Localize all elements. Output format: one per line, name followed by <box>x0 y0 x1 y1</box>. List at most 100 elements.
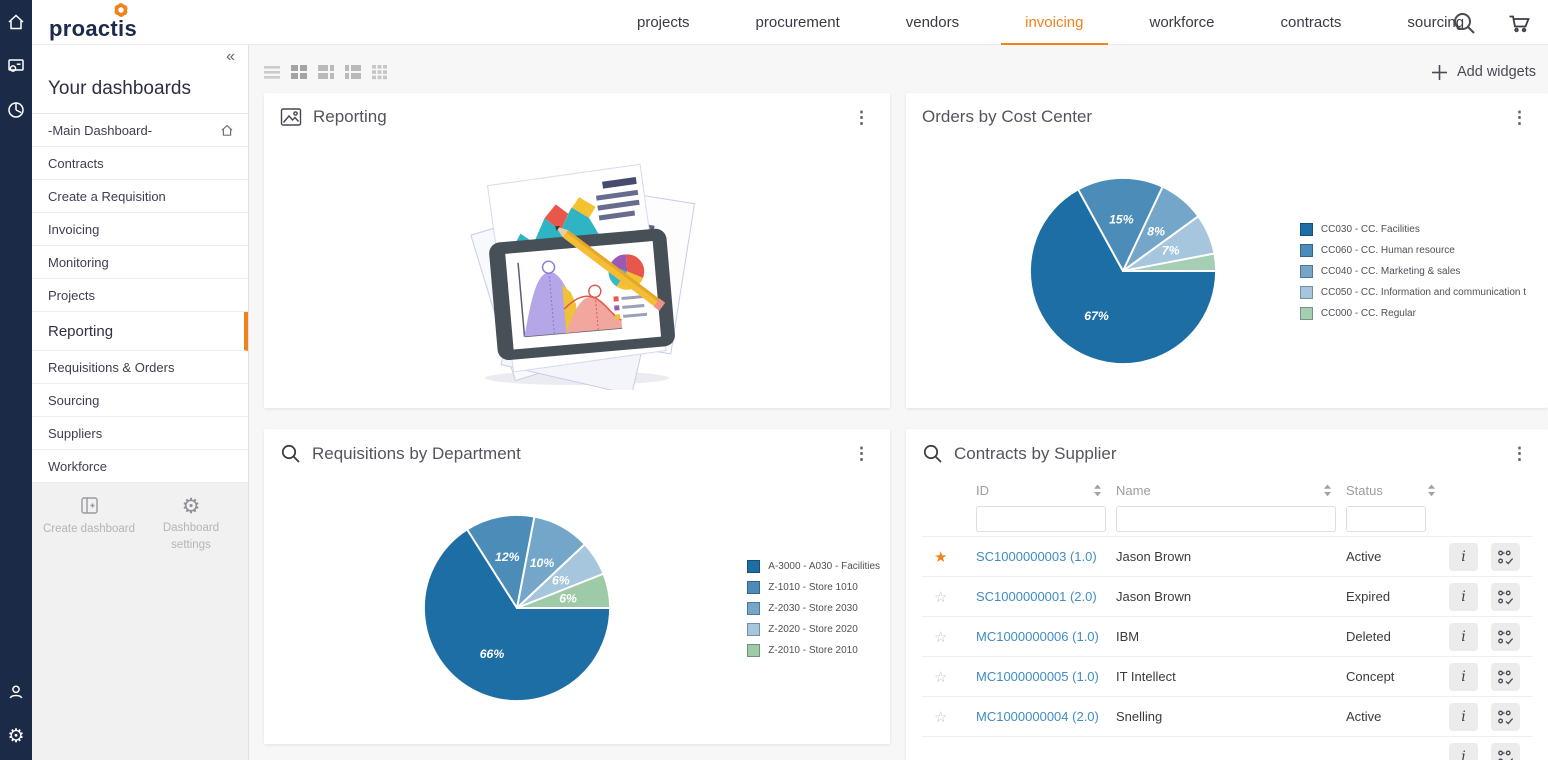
info-button[interactable]: i <box>1449 742 1478 760</box>
widget-orders-by-cost-center: Orders by Cost Center ⋮ 67% 15% 8% 7% CC030… <box>906 93 1548 408</box>
big-left-view-icon[interactable] <box>318 64 335 80</box>
kebab-menu-icon[interactable]: ⋮ <box>1511 107 1528 127</box>
pie-slice-z-2010-store-2010[interactable] <box>516 572 612 609</box>
sidebar-item-label: Invoicing <box>48 221 100 237</box>
column-header-name[interactable]: Name <box>1116 483 1346 498</box>
star-icon-outline[interactable]: ☆ <box>934 668 948 686</box>
match-button[interactable] <box>1491 582 1520 611</box>
kebab-menu-icon[interactable]: ⋮ <box>1511 444 1528 463</box>
info-button[interactable]: i <box>1449 542 1478 571</box>
reports-icon[interactable] <box>6 100 26 120</box>
pie-slice-cc000-cc-regular[interactable] <box>1122 252 1218 272</box>
contract-id-link[interactable]: MC1000000006 (1.0) <box>976 629 1099 644</box>
pie-slice-z-1010-store-1010[interactable] <box>466 513 536 609</box>
table-row-mc1000000005-1-0: ☆ MC1000000005 (1.0) IT Intellect Concept i <box>922 656 1532 696</box>
nav-item-sourcing[interactable]: sourcing <box>1407 14 1465 31</box>
match-button[interactable] <box>1491 662 1520 691</box>
info-button[interactable]: i <box>1449 622 1478 651</box>
add-widgets-button[interactable]: Add widgets <box>1431 64 1536 81</box>
dashboard-settings-label: Dashboard settings <box>162 522 220 551</box>
main-toolbar: Add widgets <box>264 58 1548 86</box>
star-icon-outline[interactable]: ☆ <box>934 628 948 646</box>
contract-id-link[interactable]: MC1000000005 (1.0) <box>976 669 1099 684</box>
column-header-id[interactable]: ID <box>976 483 1116 498</box>
contract-id-link[interactable]: MC1000000004 (2.0) <box>976 709 1099 724</box>
big-right-view-icon[interactable] <box>345 64 362 80</box>
dashboard-settings-button[interactable]: ⚙ Dashboard settings <box>142 496 240 553</box>
create-dashboard-button[interactable]: Create dashboard <box>40 496 138 537</box>
pie-slice-a-3000-a030-facilities[interactable] <box>422 528 612 703</box>
legend-swatch <box>747 580 761 594</box>
cart-icon[interactable] <box>1507 11 1532 35</box>
sort-icon <box>1428 484 1435 496</box>
sidebar-item-label: Create a Requisition <box>48 188 166 204</box>
row-actions: i <box>1442 742 1532 760</box>
pie-slice-cc030-cc-facilities[interactable] <box>1028 188 1218 366</box>
legend-item-z-2020-store-2020: Z-2020 - Store 2020 <box>747 622 880 636</box>
sidebar-item-label: Contracts <box>48 155 104 171</box>
nav-item-workforce[interactable]: workforce <box>1149 14 1215 31</box>
user-icon[interactable] <box>6 682 26 702</box>
nav-item-vendors[interactable]: vendors <box>905 14 960 31</box>
nav-item-contracts[interactable]: contracts <box>1280 14 1342 31</box>
id-filter-input[interactable] <box>976 506 1106 532</box>
status-filter-input[interactable] <box>1346 506 1426 532</box>
sidebar-item-sourcing[interactable]: Sourcing <box>32 384 248 417</box>
sidebar-item-invoicing[interactable]: Invoicing <box>32 213 248 246</box>
row-actions: i <box>1442 582 1532 611</box>
collapse-panel-icon[interactable]: « <box>226 48 235 65</box>
table-row-sc1000000001-2-0: ☆ SC1000000001 (2.0) Jason Brown Expired i <box>922 576 1532 616</box>
match-button[interactable] <box>1491 542 1520 571</box>
sidebar-item-workforce[interactable]: Workforce <box>32 450 248 483</box>
info-button[interactable]: i <box>1449 582 1478 611</box>
legend-swatch <box>1299 243 1313 257</box>
home-icon[interactable] <box>6 12 26 32</box>
sidebar-item-create-a-requisition[interactable]: Create a Requisition <box>32 180 248 213</box>
legend-label: Z-2010 - Store 2010 <box>768 644 858 656</box>
pie-slice-percentage: 7% <box>1162 244 1180 258</box>
sidebar-item-contracts[interactable]: Contracts <box>32 147 248 180</box>
legend-label: CC040 - CC. Marketing & sales <box>1320 265 1461 277</box>
legend-label: Z-2020 - Store 2020 <box>768 623 858 635</box>
search-icon[interactable] <box>1451 10 1477 36</box>
match-button[interactable] <box>1491 742 1520 760</box>
contract-status: Concept <box>1346 669 1395 684</box>
sidebar-item-projects[interactable]: Projects <box>32 279 248 312</box>
info-button[interactable]: i <box>1449 702 1478 731</box>
contracts-table-filters <box>922 506 1532 532</box>
sidebar-item-reporting[interactable]: Reporting <box>32 312 248 351</box>
contract-id-link[interactable]: SC1000000003 (1.0) <box>976 549 1097 564</box>
star-icon-outline[interactable]: ☆ <box>934 588 948 606</box>
nav-item-invoicing[interactable]: invoicing <box>992 0 1116 45</box>
star-icon-filled[interactable]: ★ <box>934 548 948 566</box>
add-widgets-label: Add widgets <box>1457 64 1536 80</box>
list-view-icon[interactable] <box>264 65 281 80</box>
sidebar-item-requisitions-orders[interactable]: Requisitions & Orders <box>32 351 248 384</box>
legend-item-cc040-cc-marketing-sales: CC040 - CC. Marketing & sales <box>1299 264 1526 278</box>
match-button[interactable] <box>1491 702 1520 731</box>
create-dashboard-icon <box>80 496 99 515</box>
legend-label: Z-1010 - Store 1010 <box>768 581 858 593</box>
pie-slice-cc060-cc-human-resource[interactable] <box>1077 176 1164 272</box>
info-button[interactable]: i <box>1449 662 1478 691</box>
row-actions: i <box>1442 662 1532 691</box>
dashboards-icon[interactable] <box>6 56 26 76</box>
dashboards-list: -Main Dashboard- Contracts Create a Requis… <box>32 114 248 483</box>
nav-item-procurement[interactable]: procurement <box>755 14 840 31</box>
grid-2x2-view-icon[interactable] <box>291 64 308 80</box>
sidebar-item-main-dashboard[interactable]: -Main Dashboard- <box>32 114 248 147</box>
grid-3x3-view-icon[interactable] <box>372 64 389 80</box>
column-header-status[interactable]: Status <box>1346 483 1442 498</box>
settings-gear-icon[interactable]: ⚙ <box>7 725 25 747</box>
sidebar-item-monitoring[interactable]: Monitoring <box>32 246 248 279</box>
sidebar-item-label: Requisitions & Orders <box>48 359 175 375</box>
contract-id-link[interactable]: SC1000000001 (2.0) <box>976 589 1097 604</box>
proactis-logo[interactable]: proactis <box>49 0 137 45</box>
name-filter-input[interactable] <box>1116 506 1336 532</box>
kebab-menu-icon[interactable]: ⋮ <box>853 107 870 127</box>
sidebar-item-suppliers[interactable]: Suppliers <box>32 417 248 450</box>
star-icon-outline[interactable]: ☆ <box>934 708 948 726</box>
match-button[interactable] <box>1491 622 1520 651</box>
nav-item-projects[interactable]: projects <box>637 14 690 31</box>
kebab-menu-icon[interactable]: ⋮ <box>853 444 870 463</box>
